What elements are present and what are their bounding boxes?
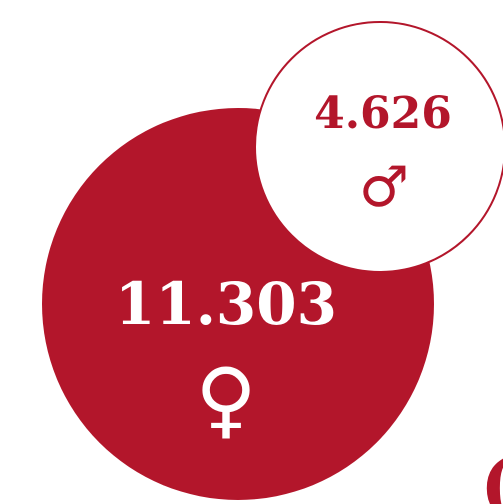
female-count: 11.303 [115, 270, 337, 338]
male-circle [254, 21, 503, 273]
male-count: 4.626 [314, 88, 452, 139]
text-fragment: ( [480, 442, 503, 504]
male-symbol: ♂ [359, 155, 409, 220]
female-symbol: ♀ [195, 350, 257, 448]
